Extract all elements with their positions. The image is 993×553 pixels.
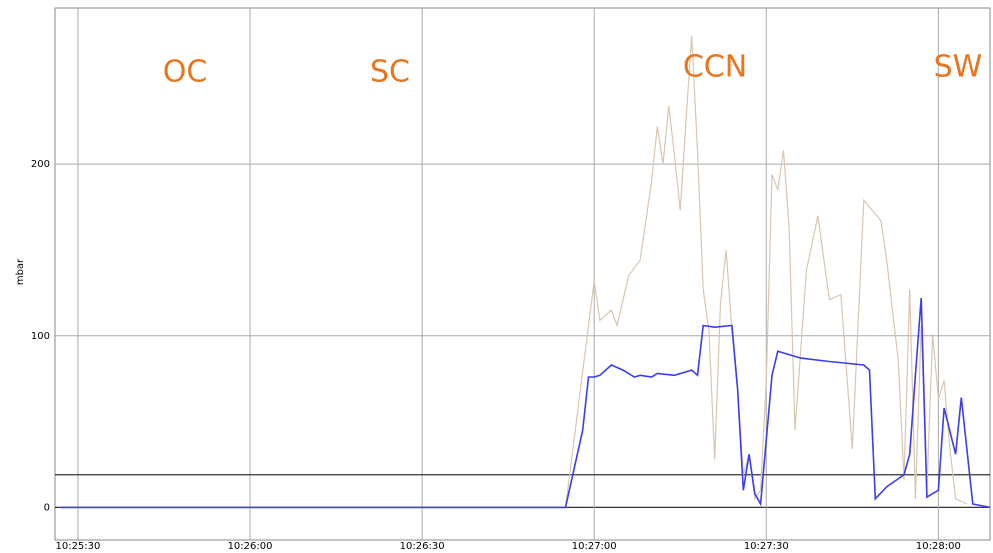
y-tick-label: 100 xyxy=(31,331,50,342)
annotation: SC xyxy=(370,55,410,90)
annotation: OC xyxy=(163,55,208,90)
series-line xyxy=(60,297,991,509)
x-tick-label: 10:25:30 xyxy=(55,541,100,552)
x-tick-label: 10:27:00 xyxy=(572,541,617,552)
annotation: SW xyxy=(934,50,983,85)
y-tick-label: 0 xyxy=(44,502,50,513)
y-axis-label: mbar xyxy=(15,258,26,285)
x-tick-label: 10:26:00 xyxy=(228,541,273,552)
series-line xyxy=(60,35,968,508)
x-tick-label: 10:26:30 xyxy=(400,541,445,552)
x-tick-label: 10:27:30 xyxy=(744,541,789,552)
x-tick-label: 10:28:00 xyxy=(916,541,961,552)
plot-frame xyxy=(54,7,991,541)
annotation: CCN xyxy=(683,50,747,85)
y-tick-label: 200 xyxy=(31,159,50,170)
